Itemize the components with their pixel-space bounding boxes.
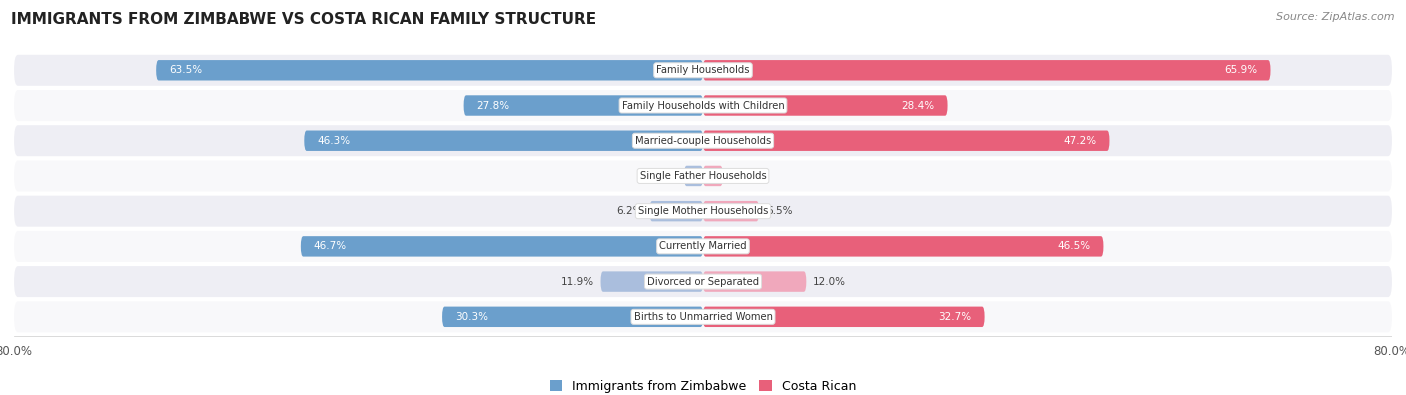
- FancyBboxPatch shape: [703, 307, 984, 327]
- Text: 6.5%: 6.5%: [766, 206, 793, 216]
- FancyBboxPatch shape: [14, 55, 1392, 86]
- FancyBboxPatch shape: [14, 196, 1392, 227]
- Text: 65.9%: 65.9%: [1225, 65, 1257, 75]
- FancyBboxPatch shape: [304, 130, 703, 151]
- Legend: Immigrants from Zimbabwe, Costa Rican: Immigrants from Zimbabwe, Costa Rican: [546, 375, 860, 395]
- Text: 63.5%: 63.5%: [169, 65, 202, 75]
- Text: 46.5%: 46.5%: [1057, 241, 1091, 251]
- Text: 46.3%: 46.3%: [318, 136, 350, 146]
- Text: Single Father Households: Single Father Households: [640, 171, 766, 181]
- FancyBboxPatch shape: [301, 236, 703, 257]
- FancyBboxPatch shape: [464, 95, 703, 116]
- FancyBboxPatch shape: [14, 301, 1392, 332]
- Text: 2.3%: 2.3%: [730, 171, 756, 181]
- Text: Currently Married: Currently Married: [659, 241, 747, 251]
- FancyBboxPatch shape: [703, 60, 1271, 81]
- FancyBboxPatch shape: [441, 307, 703, 327]
- Text: Single Mother Households: Single Mother Households: [638, 206, 768, 216]
- Text: 6.2%: 6.2%: [616, 206, 643, 216]
- FancyBboxPatch shape: [600, 271, 703, 292]
- FancyBboxPatch shape: [703, 130, 1109, 151]
- Text: Family Households: Family Households: [657, 65, 749, 75]
- Text: 27.8%: 27.8%: [477, 100, 509, 111]
- Text: 2.2%: 2.2%: [651, 171, 678, 181]
- FancyBboxPatch shape: [14, 266, 1392, 297]
- Text: Family Households with Children: Family Households with Children: [621, 100, 785, 111]
- Text: 11.9%: 11.9%: [561, 276, 593, 287]
- Text: Married-couple Households: Married-couple Households: [636, 136, 770, 146]
- Text: 32.7%: 32.7%: [939, 312, 972, 322]
- Text: 46.7%: 46.7%: [314, 241, 347, 251]
- Text: Births to Unmarried Women: Births to Unmarried Women: [634, 312, 772, 322]
- Text: 28.4%: 28.4%: [901, 100, 935, 111]
- FancyBboxPatch shape: [14, 231, 1392, 262]
- FancyBboxPatch shape: [14, 90, 1392, 121]
- Text: IMMIGRANTS FROM ZIMBABWE VS COSTA RICAN FAMILY STRUCTURE: IMMIGRANTS FROM ZIMBABWE VS COSTA RICAN …: [11, 12, 596, 27]
- Text: 12.0%: 12.0%: [813, 276, 846, 287]
- Text: 30.3%: 30.3%: [456, 312, 488, 322]
- Text: Source: ZipAtlas.com: Source: ZipAtlas.com: [1277, 12, 1395, 22]
- FancyBboxPatch shape: [14, 125, 1392, 156]
- FancyBboxPatch shape: [156, 60, 703, 81]
- Text: Divorced or Separated: Divorced or Separated: [647, 276, 759, 287]
- FancyBboxPatch shape: [703, 95, 948, 116]
- FancyBboxPatch shape: [703, 236, 1104, 257]
- Text: 47.2%: 47.2%: [1063, 136, 1097, 146]
- FancyBboxPatch shape: [685, 166, 703, 186]
- FancyBboxPatch shape: [14, 160, 1392, 192]
- FancyBboxPatch shape: [703, 201, 759, 221]
- FancyBboxPatch shape: [703, 166, 723, 186]
- FancyBboxPatch shape: [703, 271, 807, 292]
- FancyBboxPatch shape: [650, 201, 703, 221]
